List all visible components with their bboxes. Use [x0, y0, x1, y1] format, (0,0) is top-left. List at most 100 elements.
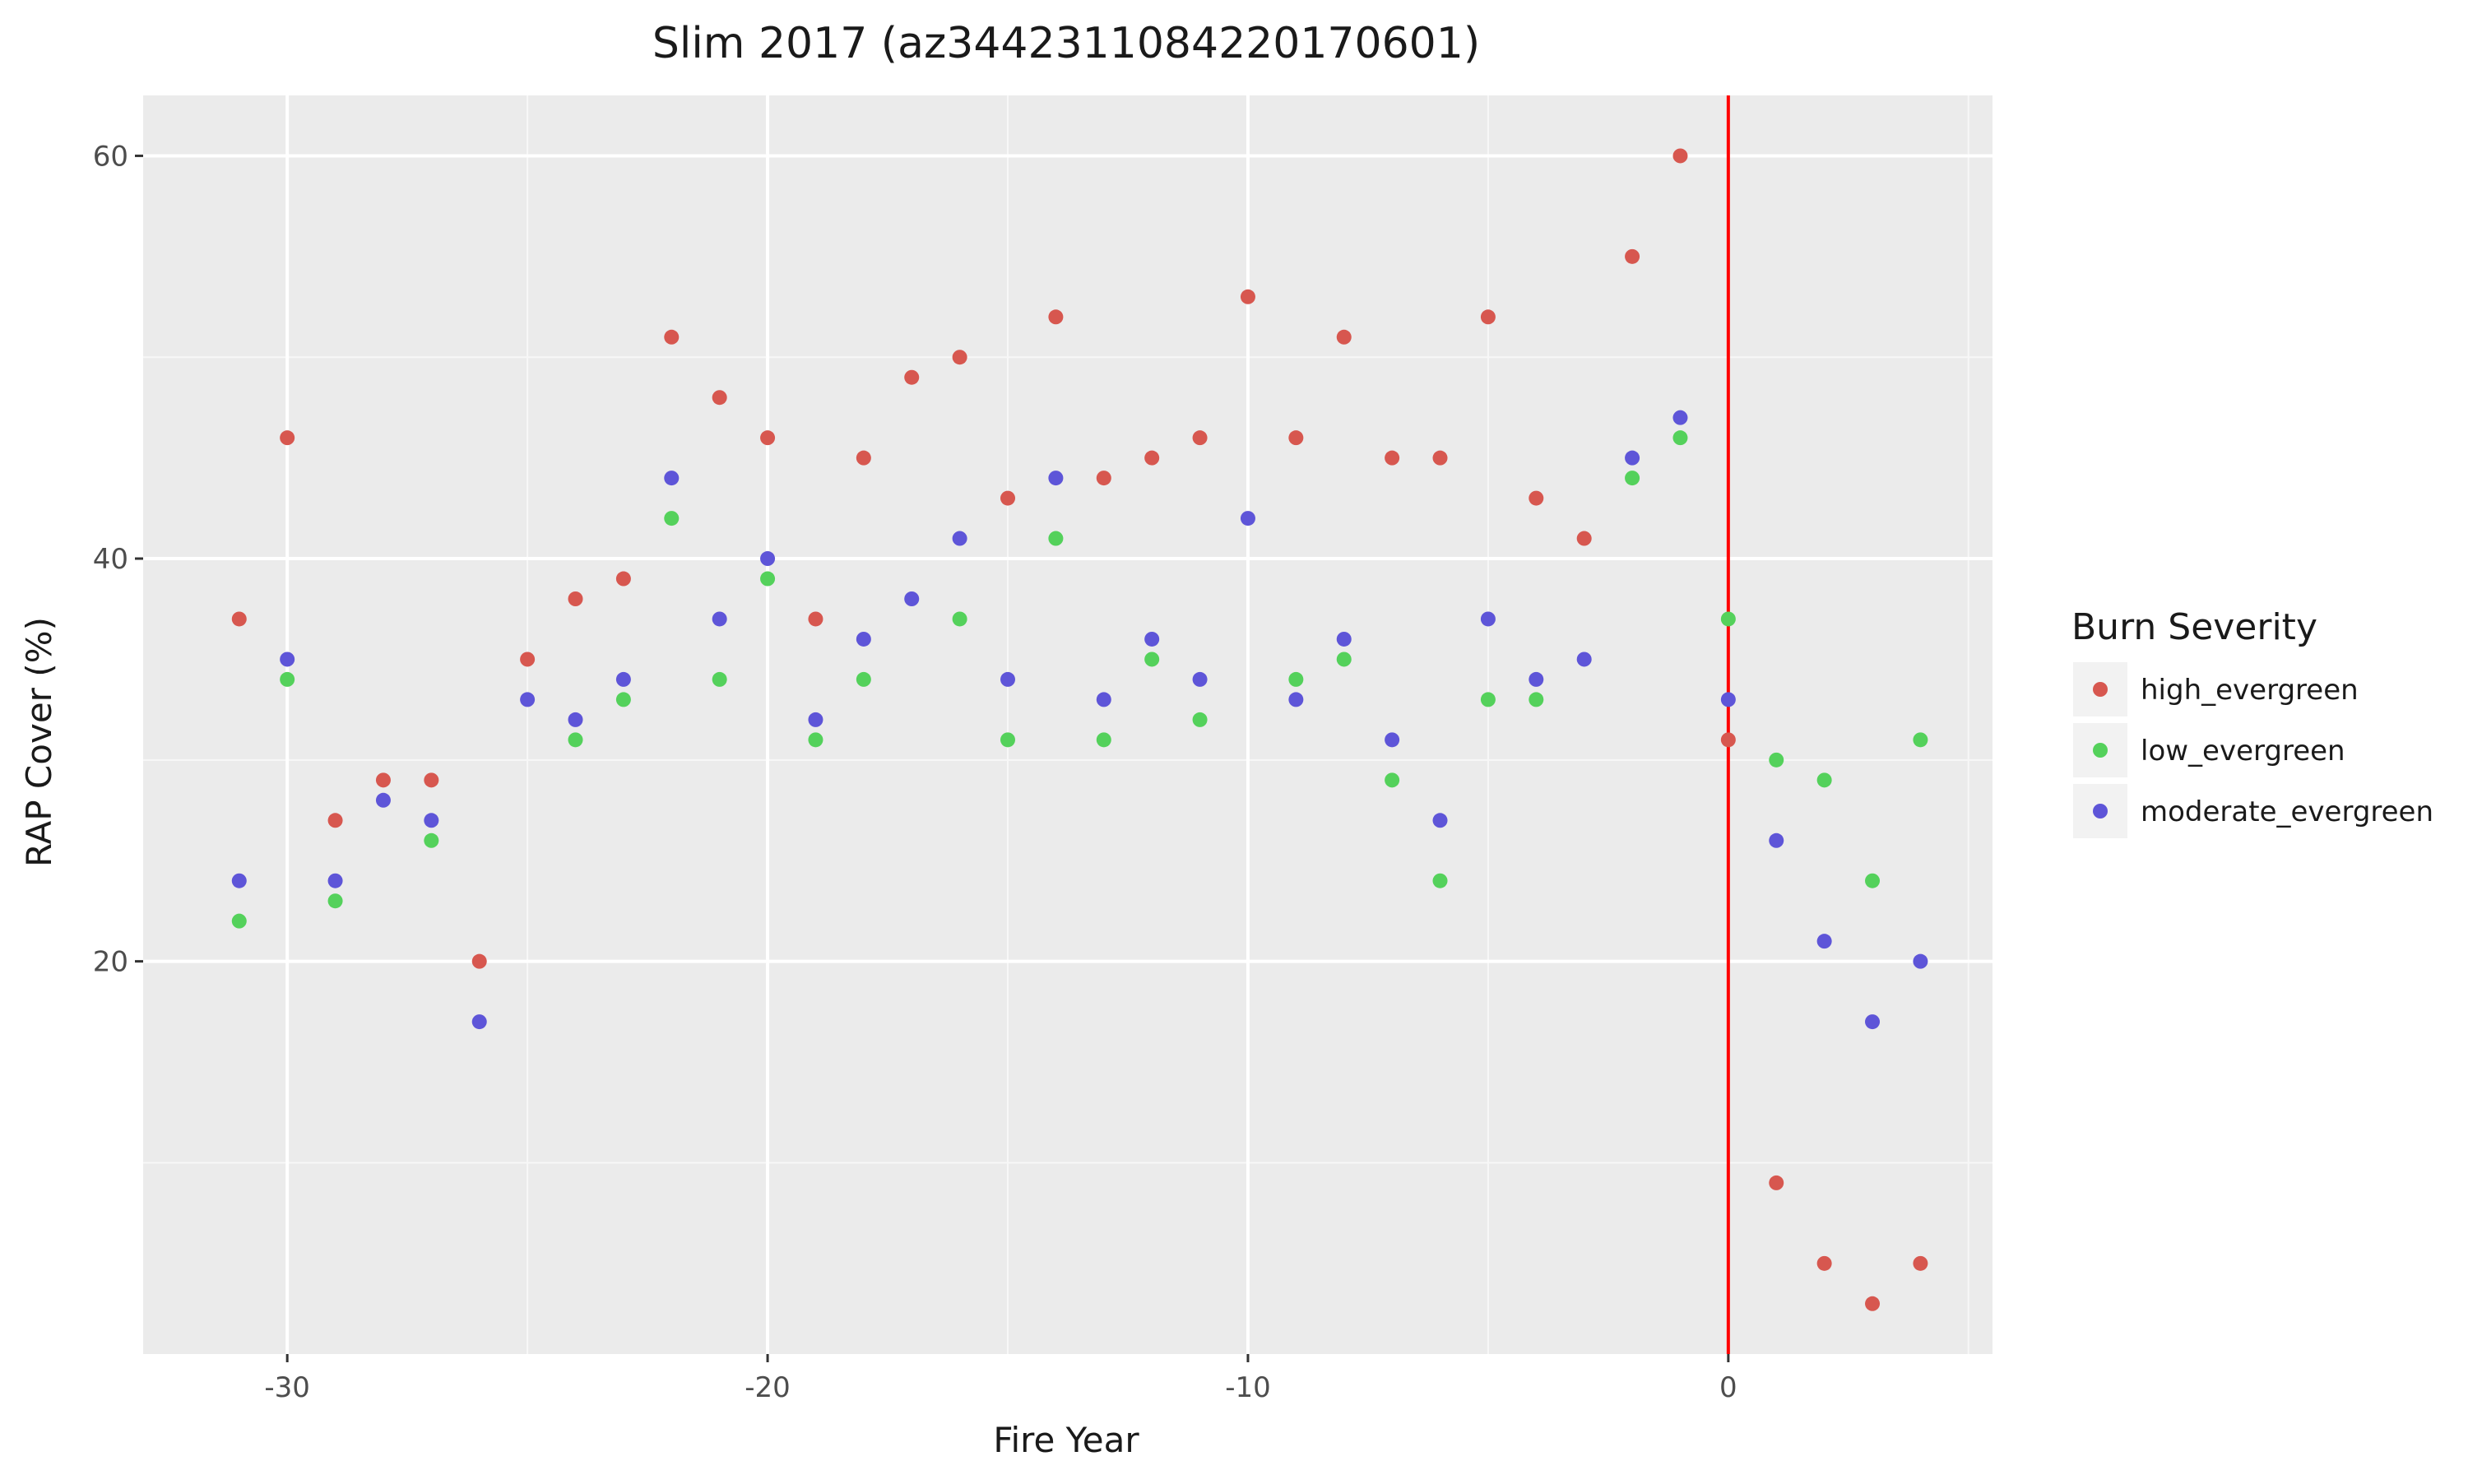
- data-point-moderate_evergreen: [568, 712, 583, 727]
- data-point-high_evergreen: [615, 571, 631, 587]
- data-point-moderate_evergreen: [1576, 652, 1592, 667]
- data-point-low_evergreen: [808, 732, 823, 748]
- data-point-low_evergreen: [664, 511, 680, 526]
- data-point-high_evergreen: [904, 369, 920, 385]
- data-point-low_evergreen: [712, 671, 727, 687]
- data-point-moderate_evergreen: [280, 652, 295, 667]
- data-point-high_evergreen: [1672, 148, 1688, 164]
- data-point-moderate_evergreen: [1336, 631, 1352, 647]
- data-point-high_evergreen: [424, 772, 439, 788]
- data-point-low_evergreen: [1288, 671, 1304, 687]
- data-point-moderate_evergreen: [471, 1014, 487, 1030]
- data-point-moderate_evergreen: [808, 712, 823, 727]
- data-point-moderate_evergreen: [664, 471, 680, 486]
- x-tick-label: -10: [1225, 1371, 1271, 1404]
- data-point-low_evergreen: [1048, 531, 1064, 546]
- data-point-low_evergreen: [568, 732, 583, 748]
- data-point-moderate_evergreen: [1913, 953, 1928, 969]
- data-point-high_evergreen: [1336, 329, 1352, 345]
- legend-label: low_evergreen: [2141, 735, 2345, 768]
- data-point-low_evergreen: [1529, 692, 1544, 707]
- data-point-low_evergreen: [1096, 732, 1111, 748]
- data-point-low_evergreen: [1769, 752, 1784, 768]
- y-axis-label: RAP Cover (%): [19, 617, 59, 867]
- data-point-low_evergreen: [424, 832, 439, 848]
- data-point-moderate_evergreen: [615, 671, 631, 687]
- data-point-low_evergreen: [1913, 732, 1928, 748]
- legend-label: moderate_evergreen: [2141, 795, 2433, 828]
- legend-marker: [2093, 682, 2108, 697]
- plot-panel: [143, 95, 1992, 1354]
- x-tick-label: 0: [1719, 1371, 1737, 1404]
- data-point-moderate_evergreen: [1432, 813, 1448, 828]
- legend-label: high_evergreen: [2141, 674, 2359, 707]
- data-point-high_evergreen: [1000, 490, 1016, 506]
- data-point-high_evergreen: [1385, 450, 1400, 466]
- data-point-low_evergreen: [231, 913, 247, 929]
- legend-marker: [2093, 804, 2108, 819]
- data-point-high_evergreen: [952, 350, 967, 365]
- data-point-high_evergreen: [471, 953, 487, 969]
- data-point-high_evergreen: [1865, 1296, 1881, 1311]
- data-point-moderate_evergreen: [1288, 692, 1304, 707]
- data-point-high_evergreen: [1720, 732, 1736, 748]
- data-point-high_evergreen: [1913, 1255, 1928, 1271]
- data-point-low_evergreen: [1336, 652, 1352, 667]
- chart-title: Slim 2017 (az34423110842201706​01): [652, 19, 1480, 68]
- data-point-high_evergreen: [1576, 531, 1592, 546]
- data-point-high_evergreen: [520, 652, 536, 667]
- x-axis-label: Fire Year: [993, 1420, 1139, 1460]
- data-point-high_evergreen: [1432, 450, 1448, 466]
- x-tick-label: -30: [264, 1371, 310, 1404]
- data-point-high_evergreen: [712, 390, 727, 406]
- data-point-low_evergreen: [1625, 471, 1640, 486]
- data-point-moderate_evergreen: [1000, 671, 1016, 687]
- data-point-moderate_evergreen: [712, 611, 727, 627]
- data-point-high_evergreen: [1144, 450, 1160, 466]
- data-point-high_evergreen: [1625, 248, 1640, 264]
- data-point-high_evergreen: [1480, 309, 1496, 325]
- data-point-high_evergreen: [1769, 1175, 1784, 1190]
- data-point-moderate_evergreen: [1385, 732, 1400, 748]
- data-point-low_evergreen: [280, 671, 295, 687]
- data-point-moderate_evergreen: [1720, 692, 1736, 707]
- data-point-high_evergreen: [327, 813, 343, 828]
- data-point-low_evergreen: [327, 893, 343, 909]
- data-point-high_evergreen: [856, 450, 871, 466]
- data-point-moderate_evergreen: [1816, 934, 1832, 949]
- data-point-moderate_evergreen: [952, 531, 967, 546]
- data-point-low_evergreen: [1720, 611, 1736, 627]
- data-point-moderate_evergreen: [1769, 832, 1784, 848]
- data-point-low_evergreen: [952, 611, 967, 627]
- data-point-high_evergreen: [1529, 490, 1544, 506]
- y-tick-label: 20: [93, 946, 128, 979]
- data-point-moderate_evergreen: [375, 792, 391, 808]
- plot-area: -30 -20 -10 0 20 40 60: [93, 95, 1992, 1404]
- data-point-low_evergreen: [1000, 732, 1016, 748]
- data-point-high_evergreen: [1048, 309, 1064, 325]
- legend: high_evergreen low_evergreen moderate_ever…: [2073, 662, 2433, 838]
- data-point-moderate_evergreen: [904, 591, 920, 606]
- data-point-moderate_evergreen: [856, 631, 871, 647]
- data-point-moderate_evergreen: [1240, 511, 1255, 526]
- data-point-moderate_evergreen: [1625, 450, 1640, 466]
- legend-title: Burn Severity: [2071, 606, 2317, 648]
- data-point-high_evergreen: [1288, 430, 1304, 446]
- data-point-low_evergreen: [1432, 873, 1448, 888]
- data-point-high_evergreen: [231, 611, 247, 627]
- data-point-moderate_evergreen: [1480, 611, 1496, 627]
- data-point-moderate_evergreen: [1144, 631, 1160, 647]
- data-point-low_evergreen: [1192, 712, 1208, 727]
- data-point-high_evergreen: [808, 611, 823, 627]
- data-point-low_evergreen: [1816, 772, 1832, 788]
- data-point-low_evergreen: [1480, 692, 1496, 707]
- data-point-high_evergreen: [1096, 471, 1111, 486]
- data-point-moderate_evergreen: [424, 813, 439, 828]
- data-point-low_evergreen: [856, 671, 871, 687]
- y-tick-label: 40: [93, 543, 128, 576]
- data-point-low_evergreen: [1385, 772, 1400, 788]
- x-tick-label: -20: [745, 1371, 791, 1404]
- data-point-low_evergreen: [615, 692, 631, 707]
- data-point-moderate_evergreen: [327, 873, 343, 888]
